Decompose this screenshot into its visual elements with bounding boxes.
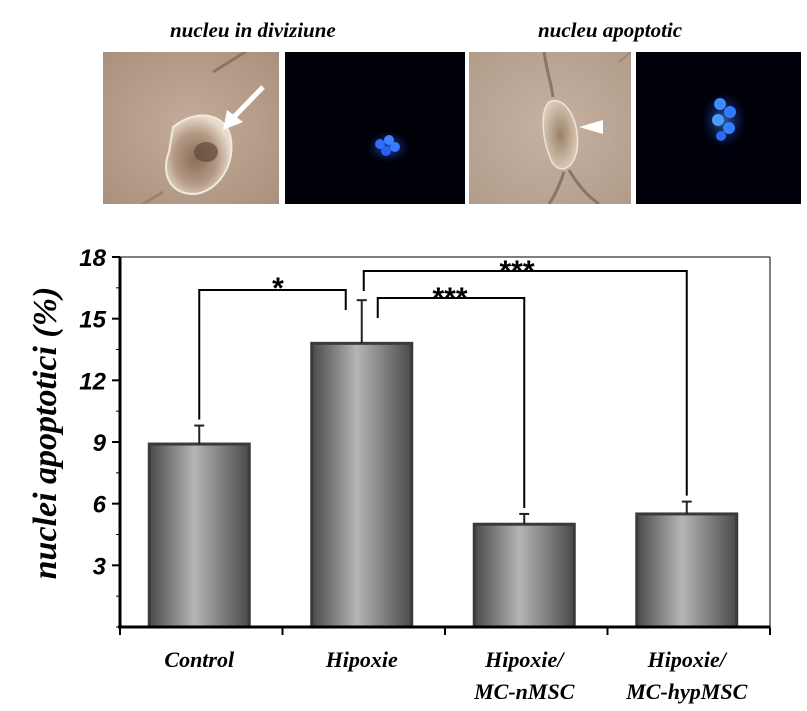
x-category-label: Hipoxie/ xyxy=(484,647,565,672)
significance-label: *** xyxy=(432,282,467,315)
x-category-label: Hipoxie xyxy=(325,647,398,672)
y-tick-label: 6 xyxy=(93,492,107,519)
panel-title-dividing-nucleus: nucleu in diviziune xyxy=(170,18,336,42)
significance-label: *** xyxy=(499,255,534,288)
significance-bracket xyxy=(362,270,688,496)
dapi-apoptotic-nucleus-image xyxy=(636,52,801,204)
y-axis-label: nuclei apoptotici (%) xyxy=(27,287,64,580)
x-category-label: MC-hypMSC xyxy=(625,679,747,704)
bar xyxy=(635,512,739,629)
x-category-label: Control xyxy=(164,647,235,672)
y-tick-label: 12 xyxy=(79,368,106,395)
dapi-dividing-nucleus-image xyxy=(285,52,465,204)
y-tick-label: 18 xyxy=(79,245,106,272)
y-tick-label: 3 xyxy=(93,553,107,580)
y-tick-label: 9 xyxy=(93,430,107,457)
y-tick-label: 15 xyxy=(79,307,106,334)
bar xyxy=(310,341,414,629)
panel-title-apoptotic-nucleus: nucleu apoptotic xyxy=(538,18,683,42)
phase-contrast-dividing-cell-image xyxy=(103,52,279,204)
x-category-label: MC-nMSC xyxy=(473,679,575,704)
significance-bracket xyxy=(198,289,347,420)
bar xyxy=(147,442,251,629)
bar xyxy=(472,522,576,629)
apoptotic-nuclei-bar-chart: 3 6 9 12 15 18 Control Hipoxie Hipoxie/MC-nMSC Hi… xyxy=(27,245,771,704)
phase-contrast-apoptotic-cell-image xyxy=(469,52,631,204)
significance-label: * xyxy=(272,272,284,305)
x-category-label: Hipoxie/ xyxy=(647,647,728,672)
significance-bracket xyxy=(376,297,526,508)
